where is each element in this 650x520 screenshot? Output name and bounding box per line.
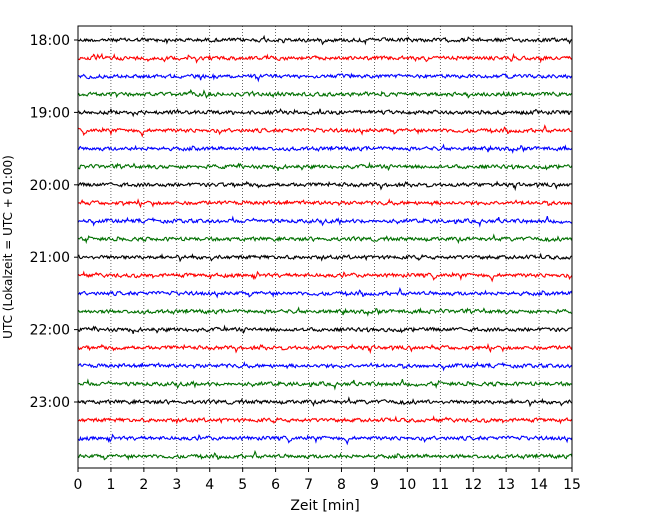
x-tick-label: 3: [172, 477, 181, 493]
x-tick-label: 6: [271, 477, 280, 493]
y-tick-label: 21:00: [30, 250, 70, 266]
x-tick-label: 1: [106, 477, 115, 493]
y-tick-label: 18:00: [30, 33, 70, 49]
x-tick-label: 11: [431, 477, 449, 493]
trace-line: [77, 449, 573, 461]
trace-line: [77, 72, 573, 83]
trace-line: [77, 52, 573, 64]
trace-line: [77, 270, 573, 283]
trace-line: [77, 143, 573, 155]
y-axis-label: UTC (Lokalzeit = UTC + 01:00): [1, 155, 15, 339]
x-tick-label: 13: [497, 477, 515, 493]
trace-line: [77, 124, 573, 138]
trace-line: [77, 88, 573, 99]
trace-line: [77, 252, 573, 263]
y-tick-label: 19:00: [30, 105, 70, 121]
x-tick-label: 9: [370, 477, 379, 493]
seismic-traces: [77, 34, 573, 461]
trace-line: [77, 396, 573, 408]
x-tick-label: 8: [337, 477, 346, 493]
trace-line: [77, 306, 573, 317]
trace-line: [77, 361, 573, 372]
trace-line: [77, 415, 573, 425]
x-tick-label: 0: [74, 477, 83, 493]
trace-line: [77, 233, 573, 245]
x-tick-label: 2: [139, 477, 148, 493]
y-tick-label: 22:00: [30, 323, 70, 339]
x-tick-label: 4: [205, 477, 214, 493]
trace-line: [77, 180, 573, 192]
trace-line: [77, 108, 573, 118]
y-axis-ticks: 18:00 19:00 20:00 21:00 22:00 23:00: [30, 33, 78, 411]
trace-line: [77, 161, 573, 172]
trace-line: [77, 378, 573, 391]
plot-frame: [77, 25, 573, 469]
x-tick-label: 12: [464, 477, 482, 493]
trace-line: [77, 287, 573, 299]
x-tick-label: 5: [238, 477, 247, 493]
x-tick-label: 15: [563, 477, 581, 493]
trace-line: [77, 433, 573, 446]
x-tick-label: 14: [530, 477, 548, 493]
y-tick-label: 20:00: [30, 178, 70, 194]
y-tick-label: 23:00: [30, 395, 70, 411]
x-axis-label: Zeit [min]: [290, 498, 359, 514]
trace-line: [77, 198, 573, 209]
trace-line: [77, 342, 573, 355]
x-tick-label: 7: [304, 477, 313, 493]
trace-line: [77, 324, 573, 335]
trace-line: [77, 34, 573, 46]
trace-line: [77, 215, 573, 228]
x-tick-label: 10: [398, 477, 416, 493]
x-axis-ticks: 0 1 2 3 4 5 6 7 8 9 10 11 12 13 14 15: [74, 468, 581, 493]
